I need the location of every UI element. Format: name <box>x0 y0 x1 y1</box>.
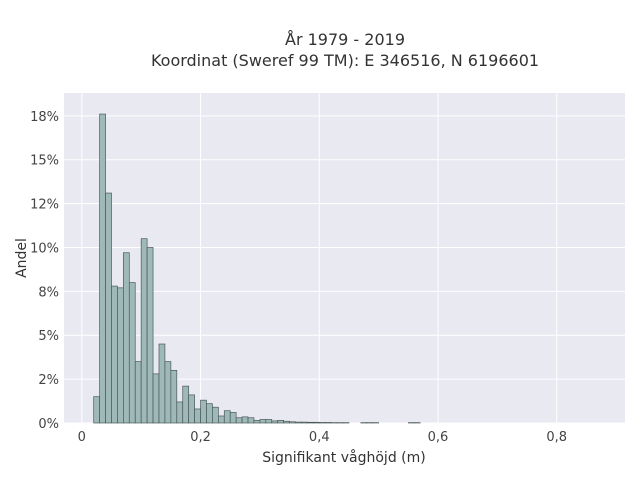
y-tick-label: 15% <box>30 154 59 169</box>
histogram-bar <box>134 361 142 424</box>
histogram-bar <box>200 399 207 424</box>
histogram-bar <box>99 113 106 424</box>
y-tick-label: 12% <box>30 198 59 213</box>
histogram-bar <box>247 417 255 424</box>
plot-area <box>64 93 625 423</box>
x-tick-label: 0,6 <box>428 430 449 445</box>
x-tick-label: 0,4 <box>309 430 330 445</box>
y-tick-label: 5% <box>38 329 59 344</box>
y-axis-label: Andel <box>14 238 30 278</box>
histogram-bar <box>241 416 249 424</box>
histogram-bar <box>140 238 148 424</box>
histogram-bar <box>158 343 166 424</box>
histogram-bar <box>277 420 285 424</box>
x-axis-label: Signifikant våghöjd (m) <box>262 449 425 466</box>
histogram-bar <box>253 420 261 424</box>
y-tick-label: 2% <box>38 373 59 388</box>
histogram-bar <box>324 422 332 424</box>
histogram-bar <box>146 247 154 424</box>
histogram-bar <box>194 408 201 424</box>
y-tick-label: 0% <box>38 417 59 432</box>
histogram-bar <box>318 422 326 424</box>
y-tick-labels: 0% 2% 5% 8% 10% 12% 15% 18% <box>30 110 59 432</box>
grid-lines <box>64 93 625 424</box>
histogram-bar <box>182 385 190 424</box>
histogram-bar <box>223 410 231 424</box>
histogram-bar <box>123 252 130 424</box>
histogram-bar <box>307 421 314 424</box>
histogram-bar <box>170 369 178 424</box>
histogram-bar <box>164 361 172 424</box>
histogram-bar <box>259 419 267 424</box>
histogram-bar <box>271 420 279 424</box>
histogram-bar <box>283 420 290 424</box>
histogram-bar <box>105 192 112 424</box>
histogram-bar <box>206 403 213 424</box>
histogram-bar <box>312 421 320 424</box>
histogram-bar <box>111 285 118 424</box>
histogram-bar <box>295 421 302 424</box>
histogram-bar <box>217 415 225 424</box>
y-tick-label: 18% <box>30 110 59 125</box>
histogram-bar <box>265 419 273 424</box>
y-tick-label: 10% <box>30 241 59 256</box>
histogram-bar <box>176 401 184 424</box>
x-tick-label: 0 <box>78 430 86 445</box>
histogram-bar <box>93 396 100 424</box>
chart-title-line-1: År 1979 - 2019 <box>285 30 405 49</box>
histogram-bar <box>229 412 237 424</box>
y-tick-label: 8% <box>38 285 59 300</box>
x-tick-labels: 0 0,2 0,4 0,6 0,8 <box>78 430 567 445</box>
bars <box>93 113 421 424</box>
histogram-bar <box>289 421 296 424</box>
histogram-bar <box>188 394 195 424</box>
histogram-bar <box>212 406 219 424</box>
histogram-bar <box>117 287 124 424</box>
histogram-bar <box>235 417 243 424</box>
histogram-bar <box>301 421 308 424</box>
chart-title-line-2: Koordinat (Sweref 99 TM): E 346516, N 61… <box>151 51 539 70</box>
histogram-bar <box>152 373 160 424</box>
histogram-bar <box>128 282 136 424</box>
x-tick-label: 0,2 <box>190 430 211 445</box>
x-tick-label: 0,8 <box>546 430 567 445</box>
